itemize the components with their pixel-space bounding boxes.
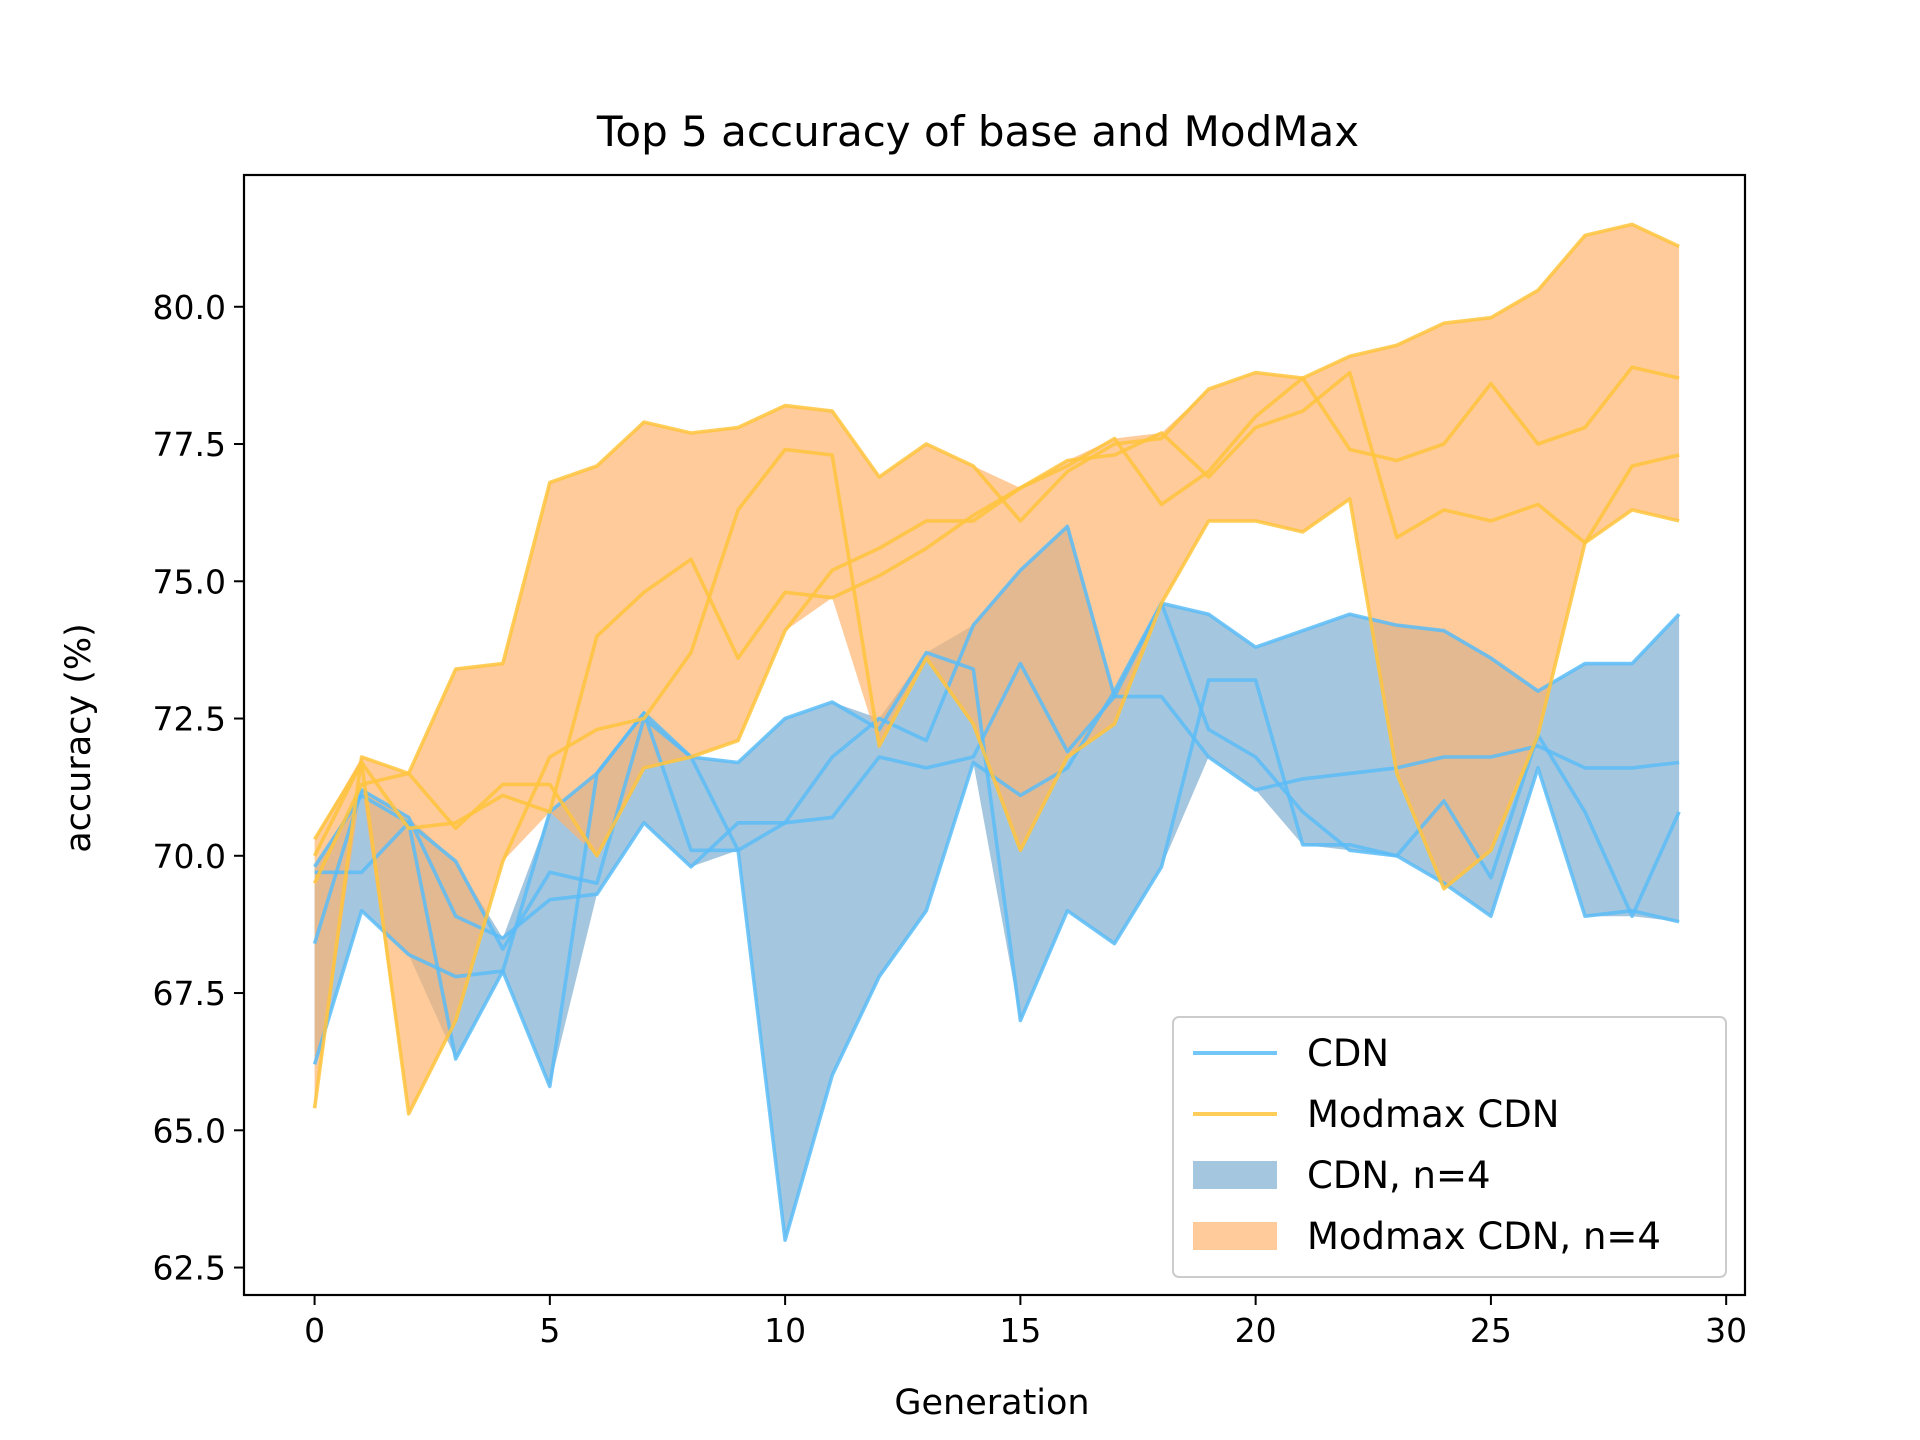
y-tick-label: 70.0	[153, 837, 226, 876]
modmax-band	[314, 224, 1680, 1114]
legend-label: Modmax CDN	[1307, 1093, 1559, 1136]
modmax-line-4	[312, 222, 1680, 1109]
y-tick-label: 80.0	[153, 288, 226, 327]
legend-box	[1172, 1016, 1727, 1278]
legend-label: CDN	[1307, 1032, 1389, 1075]
y-tick-label: 77.5	[153, 425, 226, 464]
x-tick-label: 25	[1470, 1311, 1512, 1350]
cdn-line-1	[312, 524, 1680, 945]
cdn-line-0	[314, 650, 1681, 1023]
x-tick-label: 10	[764, 1311, 806, 1350]
chart-title: Top 5 accuracy of base and ModMax	[596, 107, 1359, 156]
y-tick-label: 62.5	[153, 1249, 226, 1288]
y-tick-label: 65.0	[153, 1111, 226, 1150]
legend-label: CDN, n=4	[1307, 1154, 1491, 1197]
x-tick-label: 15	[999, 1311, 1041, 1350]
modmax-line-6	[313, 447, 1680, 1116]
series-lines	[312, 222, 1681, 1242]
modmax-line-7	[312, 365, 1680, 884]
band-fills	[314, 224, 1680, 1241]
legend-label: Modmax CDN, n=4	[1307, 1215, 1661, 1258]
legend-swatch-patch	[1193, 1161, 1277, 1189]
plot-frame	[242, 173, 1747, 1297]
y-axis-ticks: 62.5 65.0 67.5 70.0 72.5 75.0 77.5 80.0	[153, 288, 244, 1288]
x-tick-label: 0	[304, 1311, 325, 1350]
y-tick-label: 72.5	[153, 700, 226, 739]
y-tick-label: 75.0	[153, 562, 226, 601]
y-axis-label: accuracy (%)	[59, 623, 99, 853]
cdn-band	[314, 526, 1680, 1241]
x-tick-label: 30	[1705, 1311, 1747, 1350]
legend: CDN Modmax CDN CDN, n=4 Modmax CDN, n=4	[1172, 1016, 1727, 1278]
x-axis-label: Generation	[894, 1383, 1089, 1423]
legend-swatch-patch	[1193, 1222, 1277, 1250]
cdn-line-3	[313, 601, 1680, 1242]
cdn-line-2	[312, 601, 1681, 1089]
modmax-line-5	[312, 370, 1680, 857]
y-tick-label: 67.5	[153, 974, 226, 1013]
x-tick-label: 5	[539, 1311, 560, 1350]
plot-area	[312, 222, 1681, 1242]
x-axis-ticks: 0 5 10 15 20 25 30	[304, 1295, 1747, 1350]
x-tick-label: 20	[1235, 1311, 1277, 1350]
